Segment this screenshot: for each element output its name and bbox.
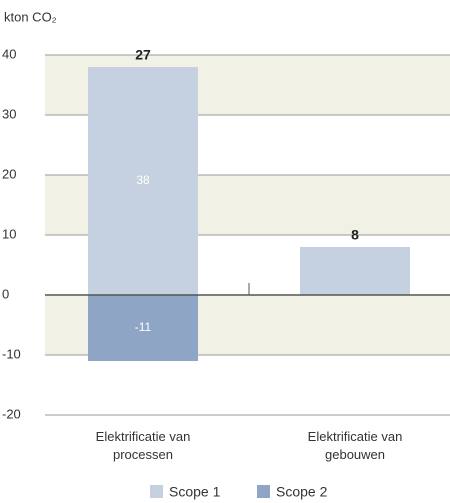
legend-label: Scope 2 [276,484,328,500]
value-label: -11 [135,320,152,334]
y-tick-label: -20 [2,406,21,421]
y-tick-label: 30 [2,106,16,121]
total-label: 8 [351,227,359,243]
y-tick-label: -10 [2,346,21,361]
total-label: 27 [135,47,151,63]
bar-segment [88,295,198,361]
x-tick-label: Elektrificatie van processen [95,429,191,462]
legend-swatch [257,485,270,498]
y-tick-label: 10 [2,226,16,241]
y-tick-label: 40 [2,46,16,61]
bar-segment [300,247,410,295]
y-tick-label: 0 [2,286,9,301]
legend-label: Scope 1 [169,484,221,500]
y-tick-label: 20 [2,166,16,181]
bars [88,67,410,361]
legend-swatch [150,485,163,498]
value-label: 38 [136,173,150,187]
y-axis-label: kton CO₂ [4,9,57,24]
x-tick-label: Elektrificatie van gebouwen [307,429,403,462]
bar-segment [88,67,198,295]
